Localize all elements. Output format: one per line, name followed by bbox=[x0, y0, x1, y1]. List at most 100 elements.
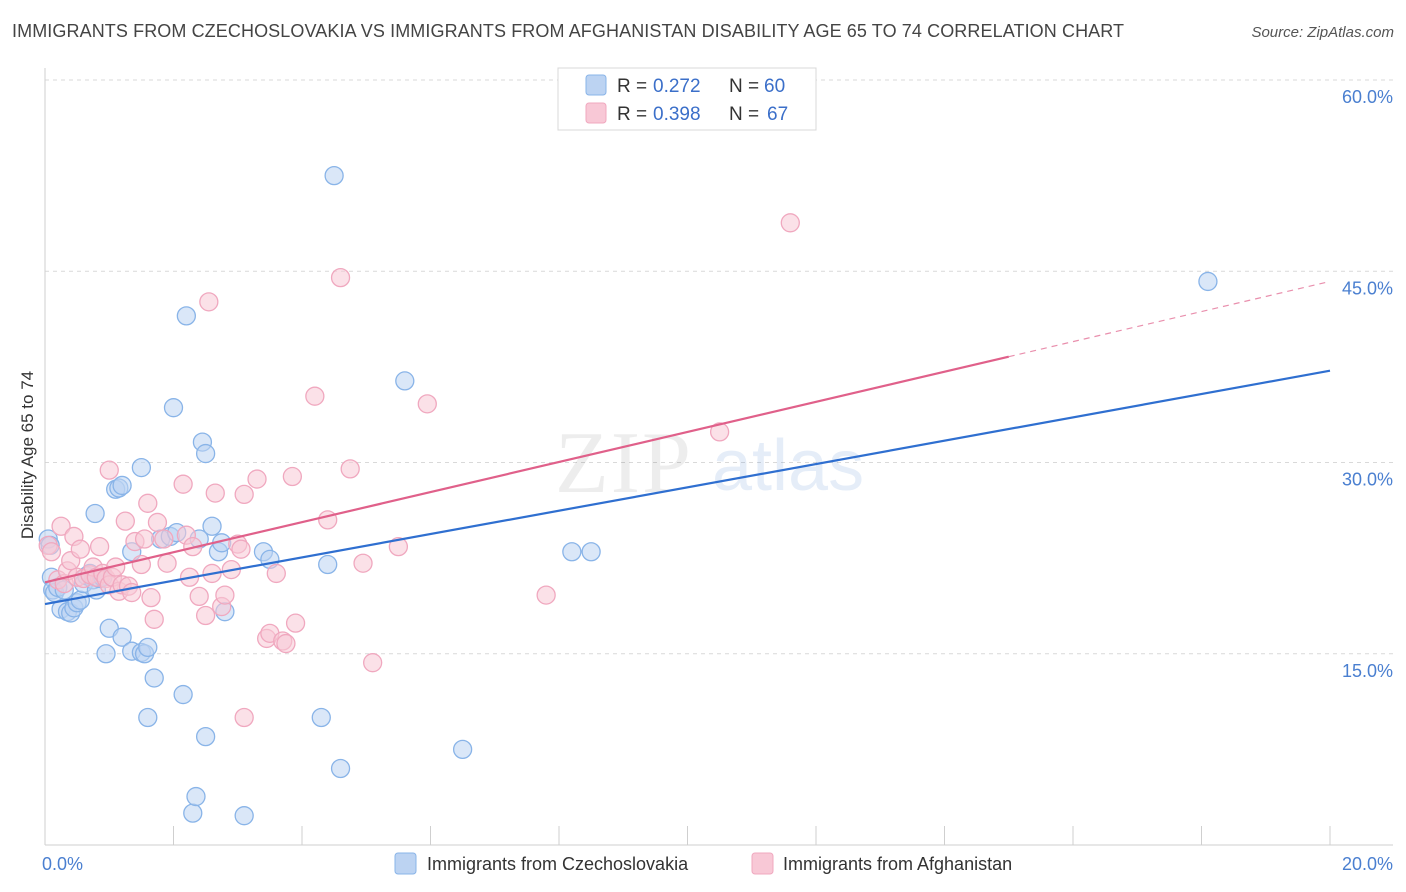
point-czechoslovakia-54 bbox=[311, 707, 331, 728]
point-czechoslovakia-58 bbox=[395, 371, 415, 391]
page-title: IMMIGRANTS FROM CZECHOSLOVAKIA VS IMMIGR… bbox=[12, 21, 1125, 41]
point-afghanistan-3 bbox=[51, 516, 71, 536]
point-czechoslovakia-45 bbox=[195, 443, 216, 464]
point-afghanistan-29 bbox=[138, 493, 158, 513]
point-afghanistan-58 bbox=[285, 613, 306, 633]
point-afghanistan-67 bbox=[536, 585, 556, 605]
legend-swatch-afghanistan bbox=[585, 102, 607, 124]
point-afghanistan-49 bbox=[234, 484, 254, 505]
point-czechoslovakia-32 bbox=[138, 637, 158, 658]
point-czechoslovakia-41 bbox=[183, 803, 203, 823]
trend-line-czechoslovakia bbox=[44, 369, 1331, 606]
point-afghanistan-23 bbox=[115, 511, 135, 531]
point-czechoslovakia-57 bbox=[330, 758, 351, 779]
point-afghanistan-54 bbox=[266, 563, 286, 584]
point-czechoslovakia-33 bbox=[138, 707, 158, 728]
point-afghanistan-14 bbox=[89, 537, 110, 557]
point-afghanistan-39 bbox=[189, 586, 209, 607]
point-afghanistan-35 bbox=[173, 474, 193, 494]
point-czechoslovakia-37 bbox=[163, 398, 184, 418]
point-afghanistan-28 bbox=[134, 529, 155, 549]
bottom-legend-swatch-czechoslovakia bbox=[394, 852, 417, 875]
grid-lines bbox=[45, 79, 1393, 655]
point-afghanistan-62 bbox=[340, 459, 360, 479]
point-afghanistan-30 bbox=[141, 588, 161, 608]
tick-labels: 15.0% 30.0% 45.0% 60.0% 0.0% 20.0% bbox=[42, 87, 1393, 874]
point-czechoslovakia-29 bbox=[131, 457, 152, 478]
point-czechoslovakia-25 bbox=[112, 475, 132, 496]
legend-r-label-2: R = bbox=[617, 104, 647, 125]
y-tick-label-0: 15.0% bbox=[1342, 661, 1393, 681]
point-afghanistan-59 bbox=[305, 386, 325, 406]
y-tick-label-1: 30.0% bbox=[1342, 470, 1393, 490]
point-afghanistan-33 bbox=[154, 529, 174, 549]
point-afghanistan-57 bbox=[282, 466, 303, 487]
point-afghanistan-65 bbox=[388, 537, 409, 557]
point-czechoslovakia-21 bbox=[96, 644, 116, 664]
point-afghanistan-32 bbox=[147, 512, 168, 533]
trend-line-ext-afghanistan bbox=[1008, 280, 1331, 358]
point-afghanistan-64 bbox=[363, 653, 383, 673]
point-czechoslovakia-39 bbox=[173, 684, 193, 705]
point-afghanistan-48 bbox=[231, 539, 251, 559]
point-afghanistan-56 bbox=[276, 633, 296, 654]
watermark-atlas: atlas bbox=[712, 426, 864, 506]
point-czechoslovakia-47 bbox=[202, 516, 222, 536]
axes bbox=[44, 68, 1393, 846]
bottom-legend-label-czechoslovakia: Immigrants from Czechoslovakia bbox=[427, 854, 689, 874]
point-afghanistan-51 bbox=[247, 469, 267, 489]
point-afghanistan-63 bbox=[353, 553, 373, 573]
point-czechoslovakia-40 bbox=[176, 306, 197, 326]
watermark: ZIP atlas bbox=[555, 415, 864, 512]
point-czechoslovakia-20 bbox=[85, 503, 105, 524]
point-afghanistan-40 bbox=[195, 605, 216, 626]
point-czechoslovakia-55 bbox=[318, 554, 338, 575]
point-czechoslovakia-26 bbox=[112, 627, 132, 647]
trend-line-afghanistan bbox=[44, 355, 1010, 584]
legend-r-value-1: 0.272 bbox=[653, 76, 701, 97]
point-afghanistan-31 bbox=[144, 609, 164, 629]
data-points bbox=[38, 165, 1218, 826]
point-afghanistan-9 bbox=[70, 539, 90, 559]
point-afghanistan-69 bbox=[780, 213, 800, 233]
point-afghanistan-61 bbox=[330, 267, 351, 288]
legend: R = 0.272 N = 60 R = 0.398 N = 67 bbox=[557, 67, 817, 131]
point-afghanistan-34 bbox=[157, 553, 177, 573]
point-afghanistan-41 bbox=[199, 292, 219, 312]
point-czechoslovakia-42 bbox=[186, 786, 206, 807]
point-afghanistan-45 bbox=[215, 585, 235, 605]
point-czechoslovakia-62 bbox=[1198, 271, 1218, 292]
point-afghanistan-43 bbox=[205, 483, 225, 503]
point-czechoslovakia-59 bbox=[452, 739, 473, 760]
trend-lines bbox=[44, 280, 1331, 606]
point-czechoslovakia-46 bbox=[195, 726, 216, 747]
point-czechoslovakia-56 bbox=[324, 165, 344, 186]
x-tick-label-0: 0.0% bbox=[42, 854, 83, 874]
point-afghanistan-50 bbox=[234, 707, 254, 728]
point-czechoslovakia-12 bbox=[70, 590, 90, 610]
y-axis-title: Disability Age 65 to 74 bbox=[18, 371, 37, 539]
legend-n-label-1: N = bbox=[729, 76, 759, 97]
watermark-zip: ZIP bbox=[555, 415, 693, 512]
legend-n-value-2: 67 bbox=[767, 104, 788, 125]
point-czechoslovakia-34 bbox=[144, 668, 164, 688]
point-afghanistan-1 bbox=[41, 542, 62, 562]
legend-n-label-2: N = bbox=[729, 104, 759, 125]
legend-n-value-1: 60 bbox=[764, 76, 785, 97]
bottom-legend: Immigrants from Czechoslovakia Immigrant… bbox=[394, 852, 1012, 875]
legend-swatch-czechoslovakia bbox=[585, 74, 607, 96]
source-label: Source: ZipAtlas.com bbox=[1251, 24, 1394, 41]
y-tick-label-3: 60.0% bbox=[1342, 87, 1393, 107]
legend-r-label-1: R = bbox=[617, 76, 647, 97]
bottom-legend-swatch-afghanistan bbox=[751, 852, 774, 875]
x-tick-label-1: 20.0% bbox=[1342, 854, 1393, 874]
y-tick-label-2: 45.0% bbox=[1342, 278, 1393, 298]
point-czechoslovakia-51 bbox=[234, 806, 254, 826]
point-czechoslovakia-61 bbox=[581, 542, 601, 562]
bottom-legend-label-afghanistan: Immigrants from Afghanistan bbox=[783, 854, 1012, 874]
point-afghanistan-66 bbox=[417, 394, 437, 414]
point-afghanistan-68 bbox=[709, 422, 730, 442]
point-czechoslovakia-60 bbox=[562, 542, 582, 562]
legend-r-value-2: 0.398 bbox=[653, 104, 701, 125]
